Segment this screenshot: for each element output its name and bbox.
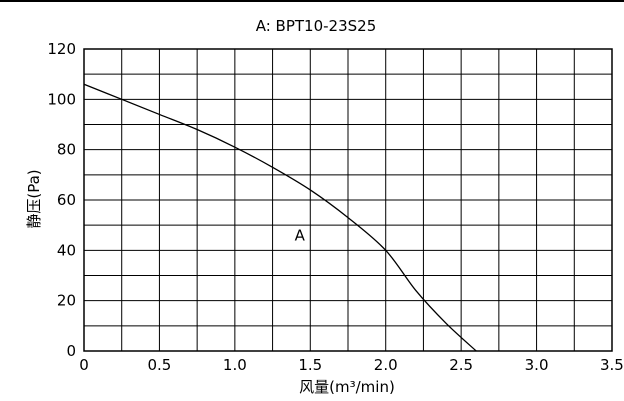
y-tick-label: 20 xyxy=(57,292,76,310)
x-tick-label: 1.0 xyxy=(223,356,247,374)
y-tick-label: 100 xyxy=(47,90,76,108)
top-rule xyxy=(0,0,624,2)
series-line-a xyxy=(83,83,477,352)
x-tick-label: 1.5 xyxy=(298,356,322,374)
x-tick-label: 0.5 xyxy=(147,356,171,374)
y-tick-label: 80 xyxy=(57,141,76,159)
y-axis-label: 静压(Pa) xyxy=(25,169,43,228)
x-axis-label: 风量(m³/min) xyxy=(299,378,395,396)
plot-frame xyxy=(83,48,613,352)
y-tick-label: 60 xyxy=(57,191,76,209)
tick-labels: 0 0.5 1.0 1.5 2.0 2.5 3.0 3.5 0 20 40 60 80 100 120 xyxy=(47,40,624,374)
y-tick-label: 0 xyxy=(66,342,76,360)
x-tick-label: 0 xyxy=(79,356,89,374)
x-tick-label: 2.5 xyxy=(449,356,473,374)
x-tick-label: 2.0 xyxy=(374,356,398,374)
annotations: A xyxy=(295,226,306,244)
y-tick-label: 40 xyxy=(57,241,76,259)
x-tick-label: 3.5 xyxy=(600,356,624,374)
series-annotation: A xyxy=(295,226,306,244)
grid xyxy=(83,48,613,352)
series xyxy=(83,83,477,352)
x-tick-label: 3.0 xyxy=(525,356,549,374)
y-tick-label: 120 xyxy=(47,40,76,58)
chart-title: A: BPT10-23S25 xyxy=(256,17,377,35)
